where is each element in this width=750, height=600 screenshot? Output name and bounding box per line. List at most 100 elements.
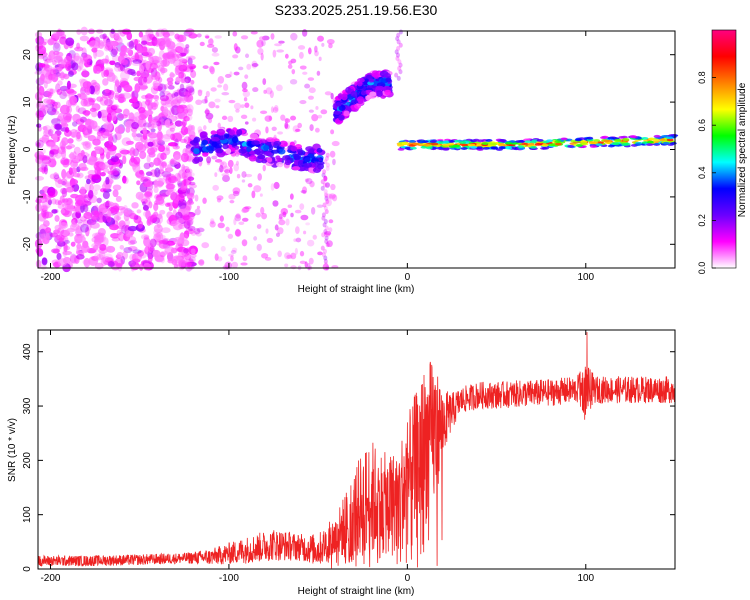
spectrogram-noise-cell <box>205 35 210 39</box>
spectrogram-noise-cell <box>121 28 132 35</box>
spectrogram-noise-cell <box>162 133 173 140</box>
spectrogram-noise-cell <box>222 174 230 183</box>
spectrogram-noise-cell <box>231 247 238 253</box>
spectrogram-noise-cell <box>212 184 219 191</box>
spectrogram-noise-cell <box>251 190 256 199</box>
spectrogram-noise-cell <box>252 87 259 93</box>
spectrogram-noise-cell <box>148 62 159 70</box>
spectrogram-noise-cell <box>214 159 223 163</box>
colorbar-tick-label: 0.0 <box>697 262 707 275</box>
spectrogram-noise-cell <box>244 173 253 178</box>
spectrogram-noise-cell <box>244 206 252 210</box>
spectrogram-band-cell <box>206 145 214 151</box>
spectrogram-noise-cell <box>120 59 129 66</box>
spectrogram-band-cell <box>447 140 455 143</box>
spectrogram-noise-cell <box>189 187 195 198</box>
spectrogram-noise-cell <box>175 242 183 253</box>
spectrogram-noise-cell <box>328 219 334 224</box>
spectrogram-noise-cell <box>197 89 203 93</box>
spectrogram-noise-cell <box>175 76 181 84</box>
spectrogram-noise-cell <box>323 219 328 225</box>
spectrogram-noise-cell <box>175 42 185 53</box>
spectrogram-noise-cell <box>244 121 249 125</box>
spectrogram-noise-cell <box>112 189 119 198</box>
y-tick-label: 0 <box>22 566 33 572</box>
spectrogram-noise-cell <box>102 191 110 199</box>
snr-panel: -200 -100 0 100 0 100 200 300 400 Height of str… <box>7 329 676 597</box>
spectrogram-noise-cell <box>242 88 248 93</box>
spectrogram-noise-cell <box>323 232 331 237</box>
spectrogram-noise-cell <box>43 64 53 72</box>
spectrogram-noise-cell <box>153 179 158 188</box>
spectrogram-noise-cell <box>79 116 88 123</box>
spectrogram-band-cell <box>236 129 243 136</box>
spectrogram-band-cell <box>273 140 282 146</box>
colorbar-tick-label: 0.6 <box>697 119 707 132</box>
spectrogram-noise-cell <box>80 244 90 253</box>
spectrogram-noise-cell <box>44 197 52 203</box>
spectrogram-noise-cell <box>394 49 399 55</box>
spectrogram-noise-cell <box>47 38 55 46</box>
spectrogram-noise-cell <box>109 60 116 66</box>
spectrogram-noise-cell <box>291 68 296 75</box>
spectrogram-noise-cell <box>299 51 304 59</box>
spectrogram-noise-cell <box>198 260 205 265</box>
spectrogram-band-cell <box>276 161 284 168</box>
spectrogram-noise-cell <box>103 253 113 261</box>
colorbar-tick-label: 0.8 <box>697 71 707 84</box>
spectrogram-noise-cell <box>116 211 123 216</box>
spectrogram-noise-cell <box>157 83 167 93</box>
spectrogram-noise-cell <box>205 112 214 120</box>
spectrogram-noise-cell <box>303 230 307 235</box>
spectrogram-noise-cell <box>146 109 154 115</box>
spectrogram-noise-cell <box>138 263 144 271</box>
spectrogram-band-cell <box>534 142 542 146</box>
spectrogram-noise-cell <box>82 110 91 116</box>
spectrogram-noise-cell <box>185 84 194 91</box>
spectrogram-noise-cell <box>269 90 274 99</box>
colorbar-label: Normalized spectral amplitude <box>737 82 748 217</box>
spectrogram-noise-cell <box>316 204 324 208</box>
spectrogram-noise-cell <box>45 103 53 112</box>
spectrogram-noise-cell <box>187 57 193 66</box>
spectrogram-noise-cell <box>182 108 189 114</box>
spectrogram-band-cell <box>529 145 537 149</box>
spectrogram-noise-cell <box>105 245 112 253</box>
spectrogram-band-cell <box>429 140 437 143</box>
spectrogram-noise-cell <box>93 189 98 196</box>
spectrogram-noise-cell <box>152 217 161 224</box>
spectrogram-noise-cell <box>100 58 109 64</box>
spectrogram-noise-cell <box>82 259 90 265</box>
spectrogram-noise-cell <box>60 71 65 81</box>
spectrogram-noise-cell <box>284 122 289 129</box>
spectrogram-band-cell <box>343 110 350 117</box>
spectrogram-noise-cell <box>110 48 118 58</box>
spectrogram-noise-cell <box>156 234 166 239</box>
spectrogram-noise-cell <box>50 123 56 132</box>
spectrogram-band-cell <box>575 144 583 148</box>
spectrogram-noise-cell <box>261 253 269 259</box>
spectrogram-noise-cell <box>118 114 129 119</box>
spectrogram-noise-cell <box>45 232 50 242</box>
spectrogram-band-cell <box>448 145 456 149</box>
spectrogram-noise-cell <box>93 204 99 211</box>
spectrogram-noise-cell <box>196 33 202 38</box>
spectrogram-noise-cell <box>187 229 195 235</box>
spectrogram-noise-cell <box>52 60 57 66</box>
spectrogram-noise-cell <box>63 73 70 80</box>
spectrogram-noise-cell <box>82 219 89 226</box>
spectrogram-noise-cell <box>325 162 330 168</box>
spectrogram-noise-cell <box>323 258 328 264</box>
y-tick-label: 100 <box>22 506 33 523</box>
spectrogram-noise-cell <box>330 129 335 135</box>
spectrogram-band-cell <box>408 139 416 143</box>
spectrogram-noise-cell <box>129 239 138 245</box>
spectrogram-noise-cell <box>48 150 55 158</box>
spectrogram-noise-cell <box>43 75 53 84</box>
spectrogram-noise-cell <box>224 169 231 174</box>
spectrogram-noise-cell <box>323 255 328 261</box>
spectrogram-noise-cell <box>61 198 69 203</box>
spectrogram-noise-cell <box>324 238 329 244</box>
spectrogram-noise-cell <box>115 36 123 46</box>
spectrogram-noise-cell <box>215 105 220 109</box>
